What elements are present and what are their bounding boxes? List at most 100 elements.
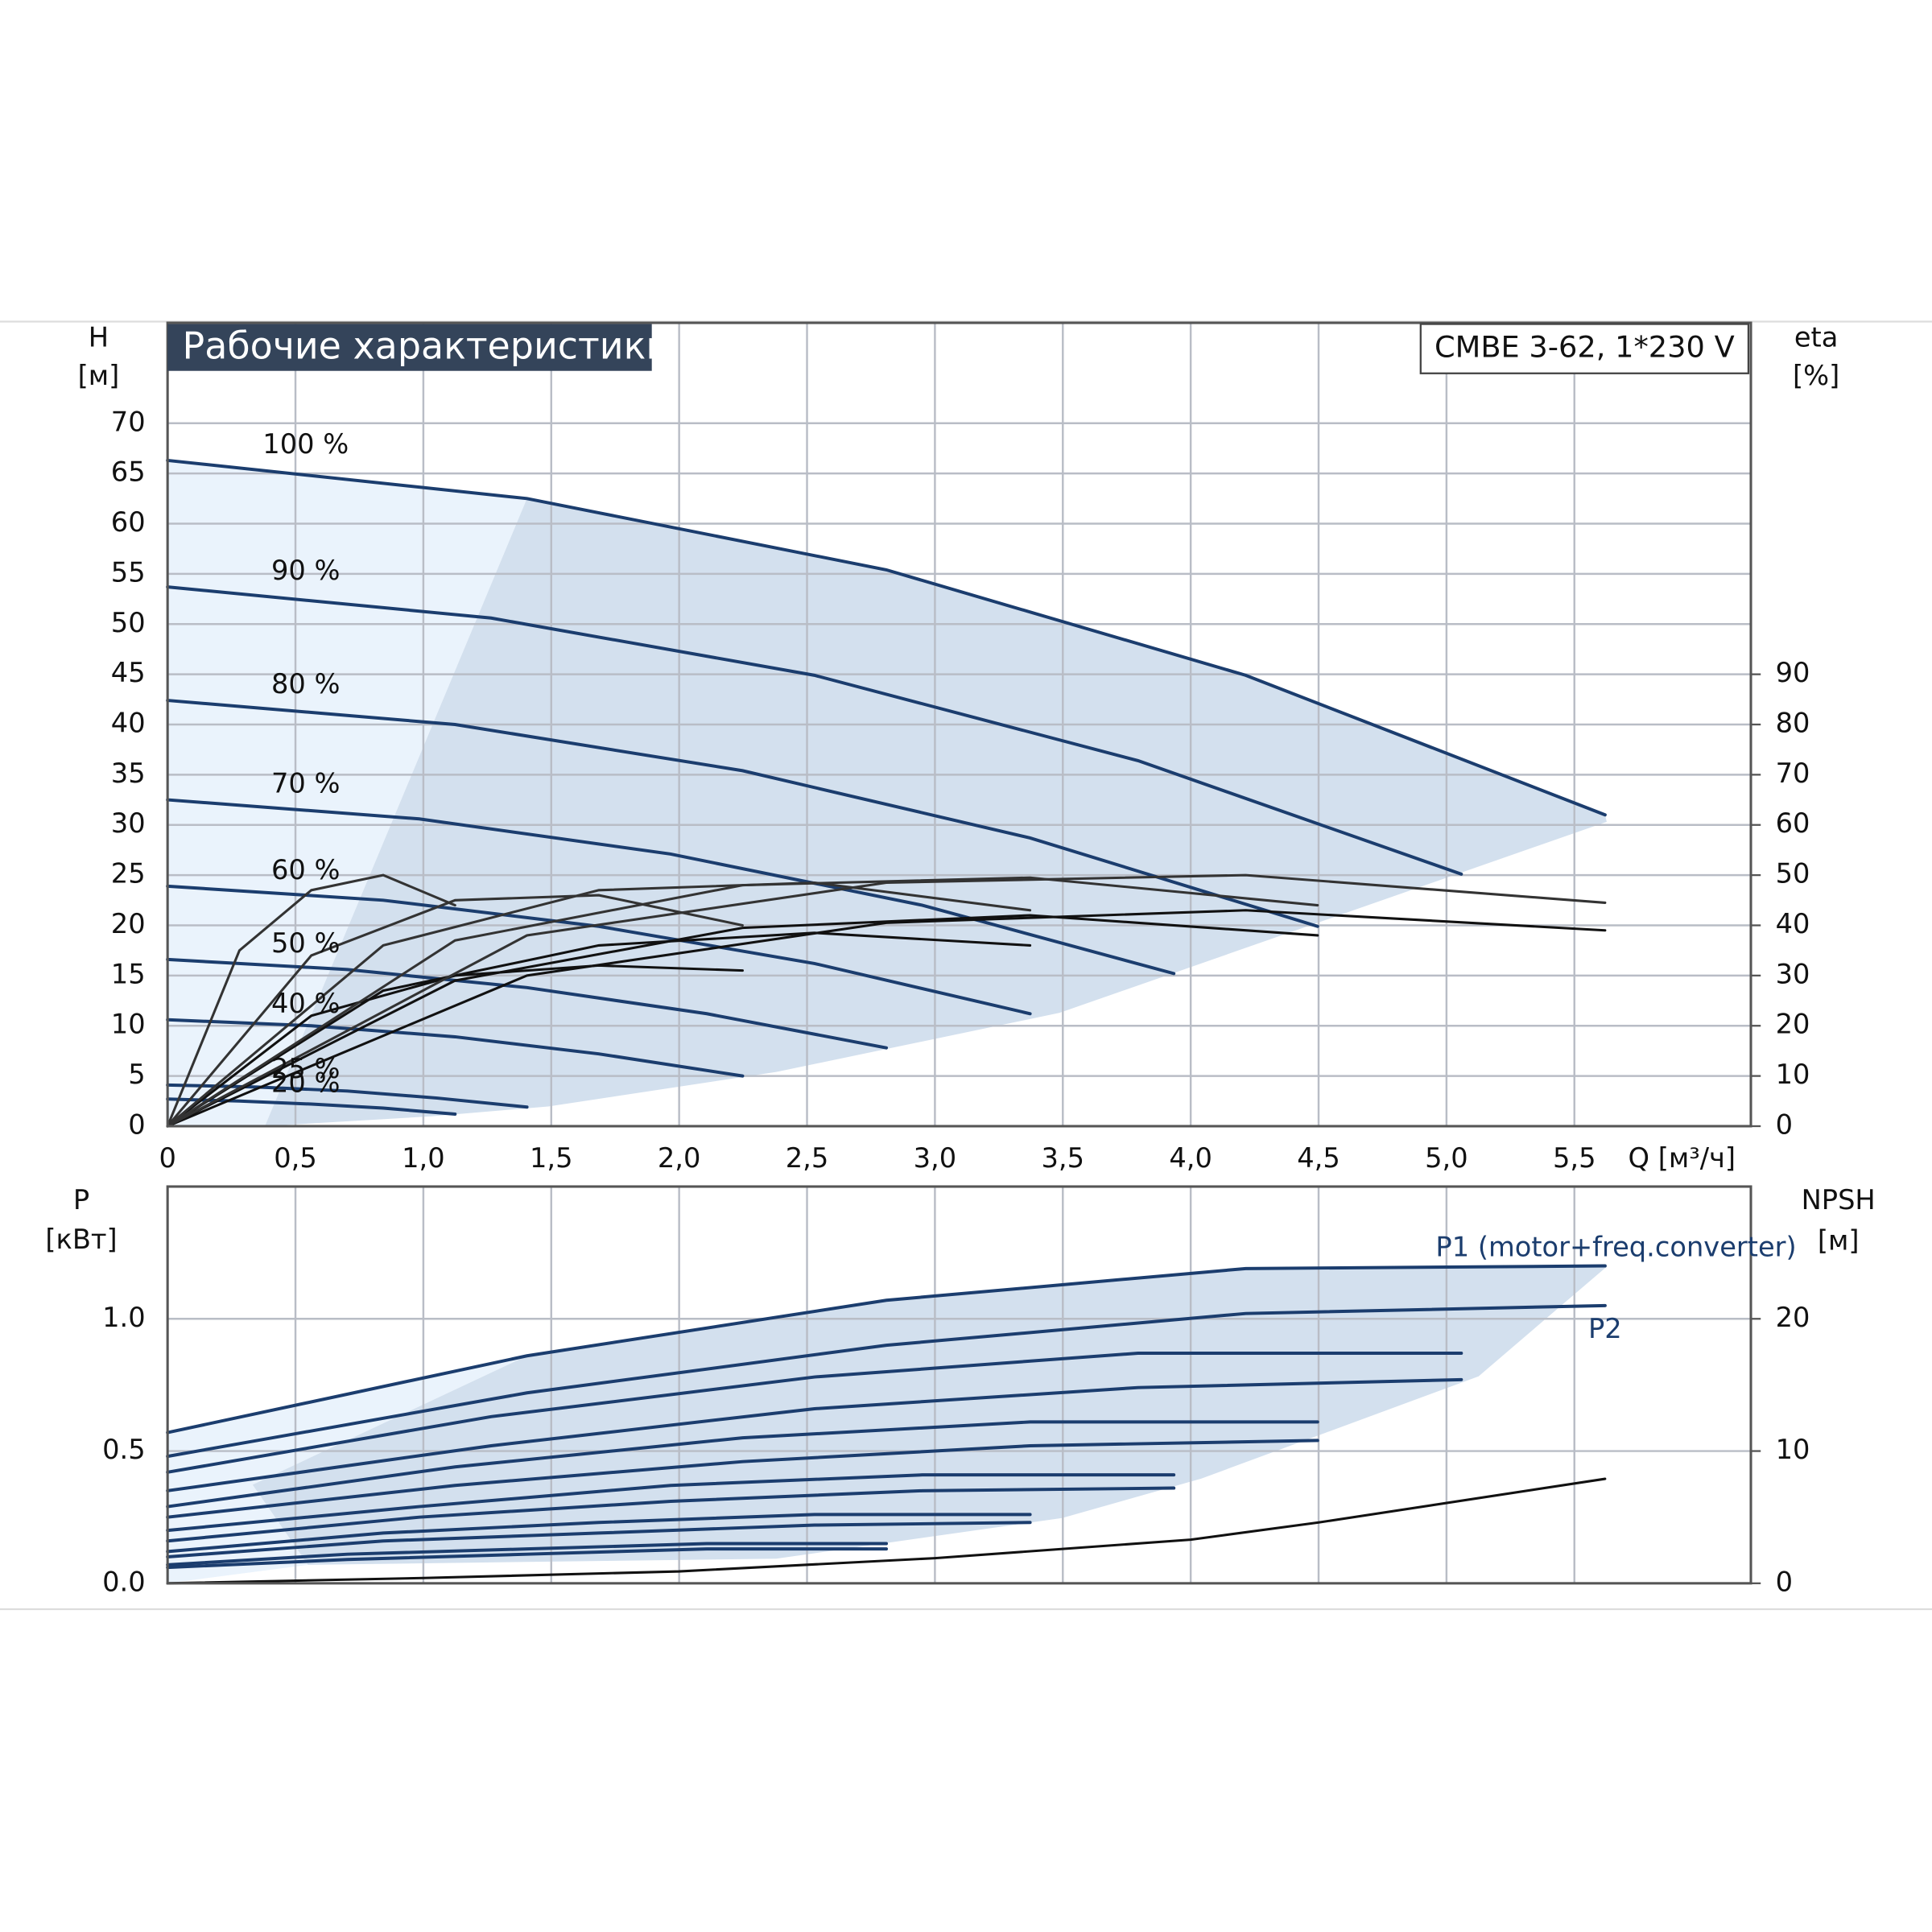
x-tick-label: 5,0: [1425, 1142, 1468, 1174]
y-tick-label: 20: [111, 908, 146, 939]
light-area: [167, 1356, 527, 1583]
y2-tick-label: 10: [1776, 1059, 1810, 1090]
y-tick-label: 40: [111, 708, 146, 739]
y2-tick-label: 80: [1776, 708, 1810, 739]
secondary-curve: [166, 873, 456, 1128]
y2-axis-label: eta: [1794, 321, 1839, 353]
y2-tick-label: 10: [1776, 1434, 1810, 1465]
curve: [166, 884, 1032, 1016]
x-tick-label: 5,5: [1553, 1142, 1596, 1174]
x-tick-label: 3,5: [1042, 1142, 1085, 1174]
y-axis-label: P: [73, 1184, 89, 1216]
y-tick-label: 1.0: [102, 1302, 146, 1333]
curve: [166, 1521, 1032, 1558]
y-tick-label: 45: [111, 657, 146, 688]
y2-tick-label: 0: [1776, 1108, 1793, 1140]
y2-tick-label: 90: [1776, 657, 1810, 688]
secondary-curve: [166, 873, 1607, 1128]
y-tick-label: 0: [128, 1108, 145, 1140]
y-axis-label: H: [89, 321, 109, 353]
y2-axis-unit: [%]: [1793, 360, 1839, 391]
y-tick-label: 65: [111, 456, 146, 488]
curve: [166, 1420, 1319, 1509]
y-tick-label: 55: [111, 556, 146, 588]
y2-axis-unit: [м]: [1818, 1224, 1860, 1256]
curve: [166, 458, 1607, 817]
grid: [167, 323, 1751, 1583]
y2-axis-label: NPSH: [1802, 1184, 1876, 1216]
curve-label: 80 %: [271, 668, 341, 700]
x-tick-label: 1,5: [530, 1142, 573, 1174]
x-tick-label: 2,5: [786, 1142, 829, 1174]
curve: [166, 1513, 1032, 1554]
x-tick-label: 2,0: [658, 1142, 701, 1174]
secondary-curve: [166, 909, 1607, 1128]
curve: [166, 1473, 1176, 1533]
curve: [166, 1542, 889, 1567]
curve-label: 20 %: [271, 1067, 341, 1098]
curve-label: 100 %: [262, 428, 349, 460]
y-tick-label: 0.0: [102, 1566, 146, 1597]
y2-tick-label: 40: [1776, 908, 1810, 939]
curve: [166, 1018, 745, 1078]
y-axis-unit: [кВт]: [45, 1224, 117, 1255]
y2-tick-label: 50: [1776, 858, 1810, 890]
curve: [166, 1486, 1176, 1543]
y-tick-label: 35: [111, 758, 146, 789]
y2-tick-label: 60: [1776, 807, 1810, 839]
y2-tick-label: 20: [1776, 1009, 1810, 1040]
y-tick-label: 60: [111, 506, 146, 538]
operating-area: [167, 460, 1607, 1583]
y2-tick-label: 0: [1776, 1566, 1793, 1597]
curve-label: 70 %: [271, 768, 341, 799]
y-tick-label: 30: [111, 807, 146, 839]
curve-label: P1 (motor+freq.converter): [1435, 1232, 1796, 1263]
y-tick-label: 0.5: [102, 1434, 146, 1465]
curve: [166, 1547, 889, 1570]
secondary-curve: [166, 964, 744, 1128]
curve-label: P2: [1588, 1313, 1622, 1344]
curve-label: 60 %: [271, 854, 341, 886]
x-tick-label: 1,0: [402, 1142, 445, 1174]
curve: [166, 798, 1176, 976]
secondary-curve: [166, 914, 1319, 1128]
dark-area: [252, 1265, 1607, 1565]
x-tick-label: 4,5: [1297, 1142, 1340, 1174]
secondary-curve: [166, 894, 744, 1128]
y-tick-label: 70: [111, 406, 146, 437]
y-axis-unit: [м]: [78, 360, 120, 391]
y-tick-label: 50: [111, 607, 146, 638]
chart-subtitle: CMBE 3-62, 1*230 V: [1435, 330, 1735, 365]
x-tick-label: 4,0: [1169, 1142, 1212, 1174]
x-tick-label: 3,0: [914, 1142, 957, 1174]
curve: [166, 699, 1319, 928]
y2-tick-label: 20: [1776, 1302, 1810, 1333]
subtitle-box: [1419, 323, 1750, 374]
curve: [166, 1303, 1607, 1459]
curve-label: 40 %: [271, 988, 341, 1019]
secondary-curve: [166, 881, 1032, 1128]
y-tick-label: 10: [111, 1009, 146, 1040]
x-axis-label: Q [м³/ч]: [1629, 1142, 1736, 1174]
plot-frame: [166, 1185, 1752, 1585]
title-box: [167, 324, 652, 371]
y2-tick-label: 30: [1776, 958, 1810, 989]
curve-label: 50 %: [271, 927, 341, 959]
curve-label: 90 %: [271, 555, 341, 586]
y-tick-label: 5: [128, 1059, 145, 1090]
x-tick-label: 0: [159, 1142, 175, 1174]
secondary-curve: [166, 931, 1032, 1128]
curve: [166, 1351, 1463, 1474]
chart-title: Рабочие характеристики: [183, 324, 671, 368]
curve: [166, 585, 1463, 876]
x-tick-label: 0,5: [274, 1142, 317, 1174]
secondary-curve: [166, 1477, 1607, 1585]
y-tick-label: 15: [111, 958, 146, 989]
y-tick-label: 25: [111, 858, 146, 890]
light-area: [167, 460, 527, 1126]
curve: [166, 1439, 1319, 1519]
curve: [166, 1264, 1607, 1435]
curves: [166, 458, 1607, 1585]
